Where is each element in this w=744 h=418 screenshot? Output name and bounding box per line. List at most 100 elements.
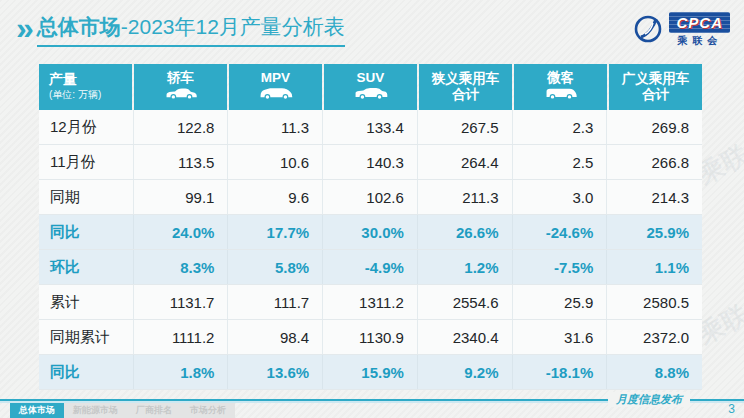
value-cell: 25.9% xyxy=(607,215,702,249)
value-cell: 269.8 xyxy=(607,110,702,144)
table-row: 同比1.8%13.6%15.9%9.2%-18.1%8.8% xyxy=(39,355,702,390)
value-cell: 122.8 xyxy=(134,110,229,144)
value-cell: -4.9% xyxy=(323,250,418,284)
value-cell: -24.6% xyxy=(513,215,608,249)
footer-tab[interactable]: 厂商排名 xyxy=(127,403,181,418)
value-cell: 30.0% xyxy=(323,215,418,249)
section-tabs: 总体市场新能源市场厂商排名市场分析 xyxy=(10,403,235,418)
table-body: 12月份122.811.3133.4267.52.3269.811月份113.5… xyxy=(39,110,702,390)
value-cell: 2.5 xyxy=(513,145,608,179)
value-cell: 264.4 xyxy=(418,145,513,179)
value-cell: 113.5 xyxy=(134,145,229,179)
value-cell: 1.2% xyxy=(418,250,513,284)
table-row: 同期99.19.6102.6211.33.0214.3 xyxy=(39,180,702,215)
value-cell: 10.6 xyxy=(228,145,323,179)
microvan-icon xyxy=(544,87,578,104)
header-label: 广义乘用车 xyxy=(622,71,690,87)
value-cell: 3.0 xyxy=(513,180,608,214)
cpca-emblem-icon xyxy=(633,14,665,52)
value-cell: 8.3% xyxy=(134,250,229,284)
value-cell: 2.3 xyxy=(513,110,608,144)
row-label: 同比 xyxy=(39,355,134,389)
value-cell: 1.8% xyxy=(134,355,229,389)
header-cell-broad-total: 广义乘用车 合计 xyxy=(609,64,702,110)
value-cell: 133.4 xyxy=(323,110,418,144)
value-cell: 1.1% xyxy=(607,250,702,284)
table-row: 11月份113.510.6140.3264.42.5266.8 xyxy=(39,145,702,180)
page-title-rest: -2023年12月产量分析表 xyxy=(121,15,345,38)
header-cell-mpv: MPV xyxy=(229,64,322,110)
header-unit: (单位: 万辆) xyxy=(49,87,101,103)
page-number: 3 xyxy=(728,402,735,416)
value-cell: 9.6 xyxy=(228,180,323,214)
table-header-row: 产量 (单位: 万辆) 轿车 MPV xyxy=(39,64,702,110)
cpca-logo: CPCA 乘联会 xyxy=(633,12,730,52)
table-row: 环比8.3%5.8%-4.9%1.2%-7.5%1.1% xyxy=(39,250,702,285)
value-cell: 98.4 xyxy=(228,320,323,354)
row-label: 12月份 xyxy=(39,110,134,144)
value-cell: 1311.2 xyxy=(323,285,418,319)
value-cell: -18.1% xyxy=(513,355,608,389)
value-cell: 2372.0 xyxy=(607,320,702,354)
header-label: 微客 xyxy=(547,70,574,86)
table-row: 同比24.0%17.7%30.0%26.6%-24.6%25.9% xyxy=(39,215,702,250)
value-cell: 111.7 xyxy=(228,285,323,319)
cpca-chinese-name: 乘联会 xyxy=(677,34,722,48)
footer-tab[interactable]: 总体市场 xyxy=(10,403,64,418)
header-label: SUV xyxy=(357,70,385,86)
value-cell: 2340.4 xyxy=(418,320,513,354)
value-cell: 15.9% xyxy=(323,355,418,389)
value-cell: 214.3 xyxy=(607,180,702,214)
row-label: 同期 xyxy=(39,180,134,214)
table-row: 12月份122.811.3133.4267.52.3269.8 xyxy=(39,110,702,145)
footer-caption: 月度信息发布 xyxy=(608,392,690,407)
header-cell-microvan: 微客 xyxy=(514,64,607,110)
value-cell: 31.6 xyxy=(513,320,608,354)
value-cell: 267.5 xyxy=(418,110,513,144)
header-label: 产量 xyxy=(49,71,77,87)
value-cell: 8.8% xyxy=(607,355,702,389)
header-cell-production: 产量 (单位: 万辆) xyxy=(39,64,132,110)
value-cell: 140.3 xyxy=(323,145,418,179)
value-cell: 1111.2 xyxy=(134,320,229,354)
header-cell-narrow-total: 狭义乘用车 合计 xyxy=(419,64,512,110)
table-row: 同期累计1111.298.41130.92340.431.62372.0 xyxy=(39,320,702,355)
footer-tab[interactable]: 市场分析 xyxy=(181,403,235,418)
header-label2: 合计 xyxy=(642,87,669,103)
value-cell: 13.6% xyxy=(228,355,323,389)
header-label2: 合计 xyxy=(452,87,479,103)
value-cell: 9.2% xyxy=(418,355,513,389)
header-cell-sedan: 轿车 xyxy=(134,64,227,110)
double-chevron-icon: » xyxy=(16,14,31,42)
row-label: 环比 xyxy=(39,250,134,284)
header-cell-suv: SUV xyxy=(324,64,417,110)
row-label: 11月份 xyxy=(39,145,134,179)
sedan-icon xyxy=(164,87,198,104)
page-title-strong: 总体市场 xyxy=(37,15,121,38)
value-cell: 102.6 xyxy=(323,180,418,214)
page-header: » 总体市场-2023年12月产量分析表 xyxy=(16,14,345,47)
value-cell: 26.6% xyxy=(418,215,513,249)
value-cell: 266.8 xyxy=(607,145,702,179)
value-cell: 24.0% xyxy=(134,215,229,249)
mpv-icon xyxy=(258,87,294,104)
value-cell: 11.3 xyxy=(228,110,323,144)
row-label: 同期累计 xyxy=(39,320,134,354)
suv-icon xyxy=(353,87,389,104)
footer-tab[interactable]: 新能源市场 xyxy=(64,403,127,418)
value-cell: 2580.5 xyxy=(607,285,702,319)
row-label: 累计 xyxy=(39,285,134,319)
header-label: 狭义乘用车 xyxy=(432,71,500,87)
cpca-wordmark: CPCA 乘联会 xyxy=(669,12,730,48)
table-row: 累计1131.7111.71311.22554.625.92580.5 xyxy=(39,285,702,320)
value-cell: 25.9 xyxy=(513,285,608,319)
value-cell: 2554.6 xyxy=(418,285,513,319)
value-cell: 211.3 xyxy=(418,180,513,214)
page-title: 总体市场-2023年12月产量分析表 xyxy=(37,14,345,47)
header-label: MPV xyxy=(261,70,290,86)
value-cell: 5.8% xyxy=(228,250,323,284)
value-cell: 1131.7 xyxy=(134,285,229,319)
value-cell: -7.5% xyxy=(513,250,608,284)
production-table: 产量 (单位: 万辆) 轿车 MPV xyxy=(39,64,702,390)
cpca-acronym: CPCA xyxy=(669,12,730,33)
